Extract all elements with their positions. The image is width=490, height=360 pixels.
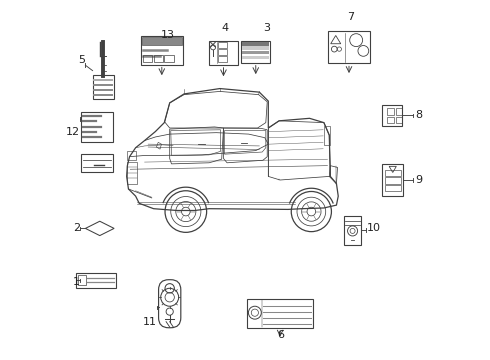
Bar — [93, 75, 114, 99]
Text: 11: 11 — [143, 317, 157, 327]
Bar — [242, 41, 270, 63]
Bar — [78, 275, 86, 285]
Bar — [153, 55, 163, 62]
Bar — [382, 105, 402, 126]
Text: 3: 3 — [263, 23, 270, 33]
Bar — [243, 42, 269, 49]
Bar — [324, 126, 330, 145]
Bar — [81, 112, 113, 141]
Text: 7: 7 — [347, 12, 354, 22]
Text: 8: 8 — [416, 111, 422, 121]
Bar — [382, 163, 403, 197]
Text: 5: 5 — [78, 55, 85, 65]
Circle shape — [165, 284, 174, 293]
Bar — [209, 41, 238, 65]
Text: 12: 12 — [66, 127, 80, 136]
Bar — [142, 37, 182, 45]
Bar — [218, 42, 227, 48]
Text: 9: 9 — [416, 175, 422, 185]
Bar — [164, 55, 173, 62]
Bar — [385, 177, 401, 184]
Bar — [395, 108, 402, 115]
Bar — [243, 46, 269, 50]
Bar — [385, 170, 401, 176]
Bar — [126, 162, 137, 184]
Text: 1: 1 — [73, 277, 80, 287]
Bar — [81, 154, 113, 172]
Bar — [328, 31, 370, 63]
Bar — [143, 55, 152, 62]
Text: 10: 10 — [367, 224, 381, 233]
Bar — [247, 299, 313, 328]
Bar — [127, 151, 136, 160]
Bar — [395, 117, 402, 123]
Bar — [243, 51, 269, 54]
Bar — [141, 36, 183, 64]
Bar — [385, 185, 401, 191]
Text: 4: 4 — [221, 23, 229, 33]
Bar — [388, 108, 394, 115]
Bar — [76, 273, 116, 288]
Text: 2: 2 — [73, 224, 80, 233]
Text: 6: 6 — [277, 330, 284, 340]
Text: 13: 13 — [161, 30, 175, 40]
Bar — [344, 216, 361, 245]
Bar — [218, 56, 227, 62]
Bar — [388, 117, 394, 123]
Bar — [218, 49, 227, 55]
Bar — [243, 55, 269, 59]
